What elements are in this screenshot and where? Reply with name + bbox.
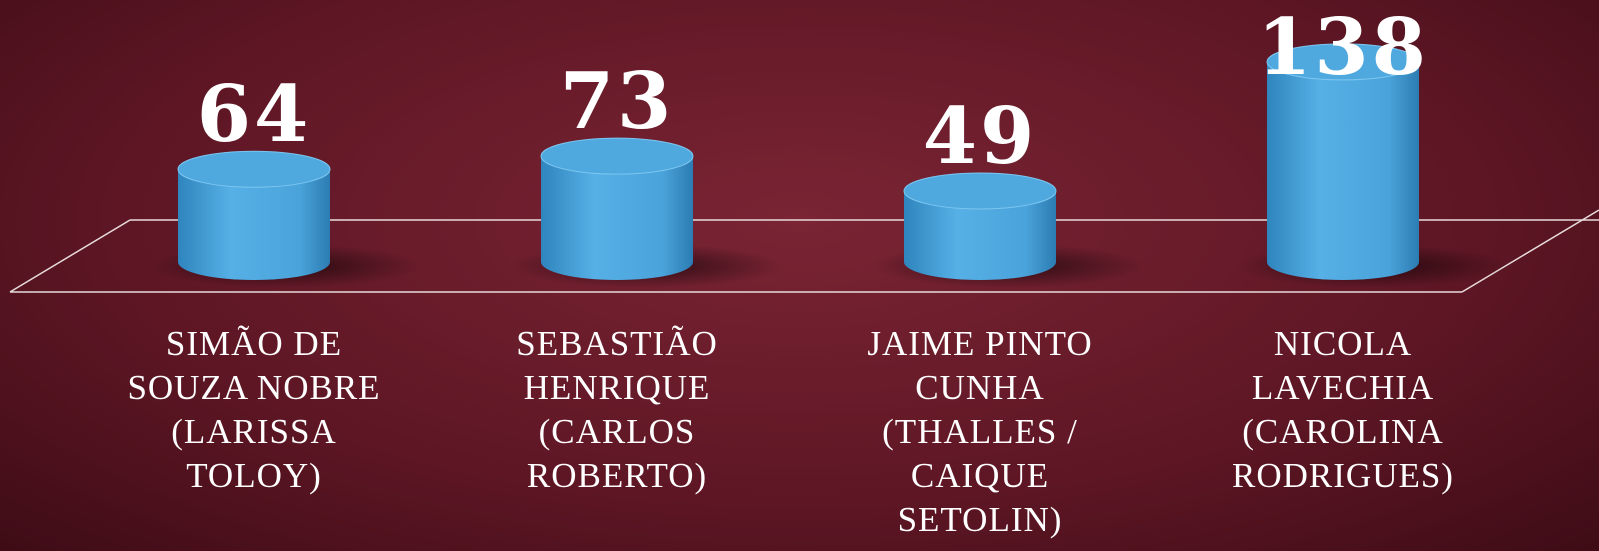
category-label: SIMÃO DE SOUZA NOBRE (LARISSA TOLOY) [127,324,381,495]
bar-top [1266,43,1420,81]
data-label: 49 [923,91,1038,182]
bar-top [540,137,694,175]
data-label: 73 [560,56,675,147]
bar [1266,43,1420,281]
bar-body [904,190,1056,280]
bar [177,150,331,280]
bar [540,137,694,280]
data-label: 138 [1257,2,1429,93]
category-label: NICOLA LAVECHIA (CAROLINA RODRIGUES) [1232,324,1454,495]
category-label: SEBASTIÃO HENRIQUE (CARLOS ROBERTO) [516,324,718,495]
bar-top [903,172,1057,210]
category-label: JAIME PINTO CUNHA (THALLES / CAIQUE SETO… [867,324,1093,539]
data-label: 64 [197,69,312,160]
bar-body [178,169,330,280]
bar [903,172,1057,280]
bar-top [177,150,331,188]
bar-body [1267,61,1419,281]
bar-body [541,156,693,280]
